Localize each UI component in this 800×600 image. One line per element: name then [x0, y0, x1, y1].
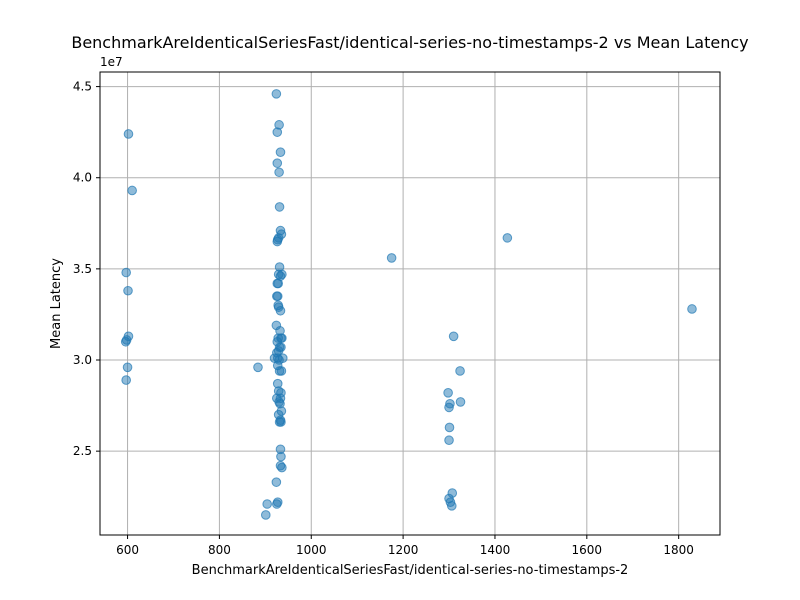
data-point — [121, 267, 131, 278]
data-point — [275, 147, 286, 158]
data-point — [272, 127, 283, 137]
chart-title: BenchmarkAreIdenticalSeriesFast/identica… — [71, 33, 748, 52]
x-tick-label: 1400 — [480, 543, 511, 557]
plot-area-frame — [99, 71, 721, 536]
y-tick-label: 4.0 — [73, 171, 92, 185]
data-point — [127, 185, 137, 196]
data-point — [274, 167, 284, 178]
data-point — [123, 285, 133, 296]
y-tick-label: 3.5 — [73, 262, 92, 276]
y-tick-label: 2.5 — [73, 444, 92, 458]
data-point — [687, 304, 697, 314]
data-point — [276, 366, 287, 376]
data-point — [272, 158, 283, 168]
data-point — [446, 501, 457, 511]
data-point — [272, 291, 283, 302]
data-point — [272, 236, 283, 247]
data-point — [386, 253, 397, 263]
x-tick-label: 1200 — [388, 543, 419, 557]
data-point — [122, 362, 133, 373]
data-point — [120, 336, 131, 347]
data-point — [121, 375, 131, 385]
data-point — [444, 402, 454, 413]
x-tick-label: 1800 — [663, 543, 694, 557]
data-point — [260, 510, 271, 520]
data-point — [276, 417, 286, 427]
data-point — [444, 422, 455, 433]
data-point — [448, 331, 459, 342]
data-point — [277, 462, 287, 473]
y-tick-label: 3.0 — [73, 353, 92, 367]
data-point — [271, 89, 282, 99]
data-point — [502, 233, 513, 243]
data-point — [272, 278, 283, 289]
y-axis-label: Mean Latency — [49, 258, 64, 349]
axis-ticks: 600 800 1000 1200 1400 1600 1800 2.5 3.0 3.5 4.0 4.… — [73, 80, 694, 557]
data-point — [271, 477, 282, 487]
data-point — [455, 366, 465, 376]
data-point — [253, 362, 263, 373]
grid — [100, 72, 720, 535]
data-point — [274, 202, 285, 212]
x-tick-label: 1000 — [296, 543, 327, 557]
data-point — [444, 435, 454, 446]
data-point — [455, 397, 466, 407]
y-scale-exponent: 1e7 — [100, 55, 123, 69]
data-point — [262, 499, 272, 509]
x-tick-label: 1600 — [572, 543, 603, 557]
y-tick-label: 4.5 — [73, 80, 92, 94]
x-tick-label: 600 — [116, 543, 139, 557]
data-point — [443, 388, 453, 398]
data-point — [275, 305, 286, 316]
data-point — [272, 499, 282, 509]
data-points — [120, 89, 697, 520]
x-tick-label: 800 — [208, 543, 231, 557]
data-point — [123, 129, 134, 139]
x-axis-label: BenchmarkAreIdenticalSeriesFast/identica… — [192, 563, 629, 578]
data-point — [276, 451, 286, 462]
